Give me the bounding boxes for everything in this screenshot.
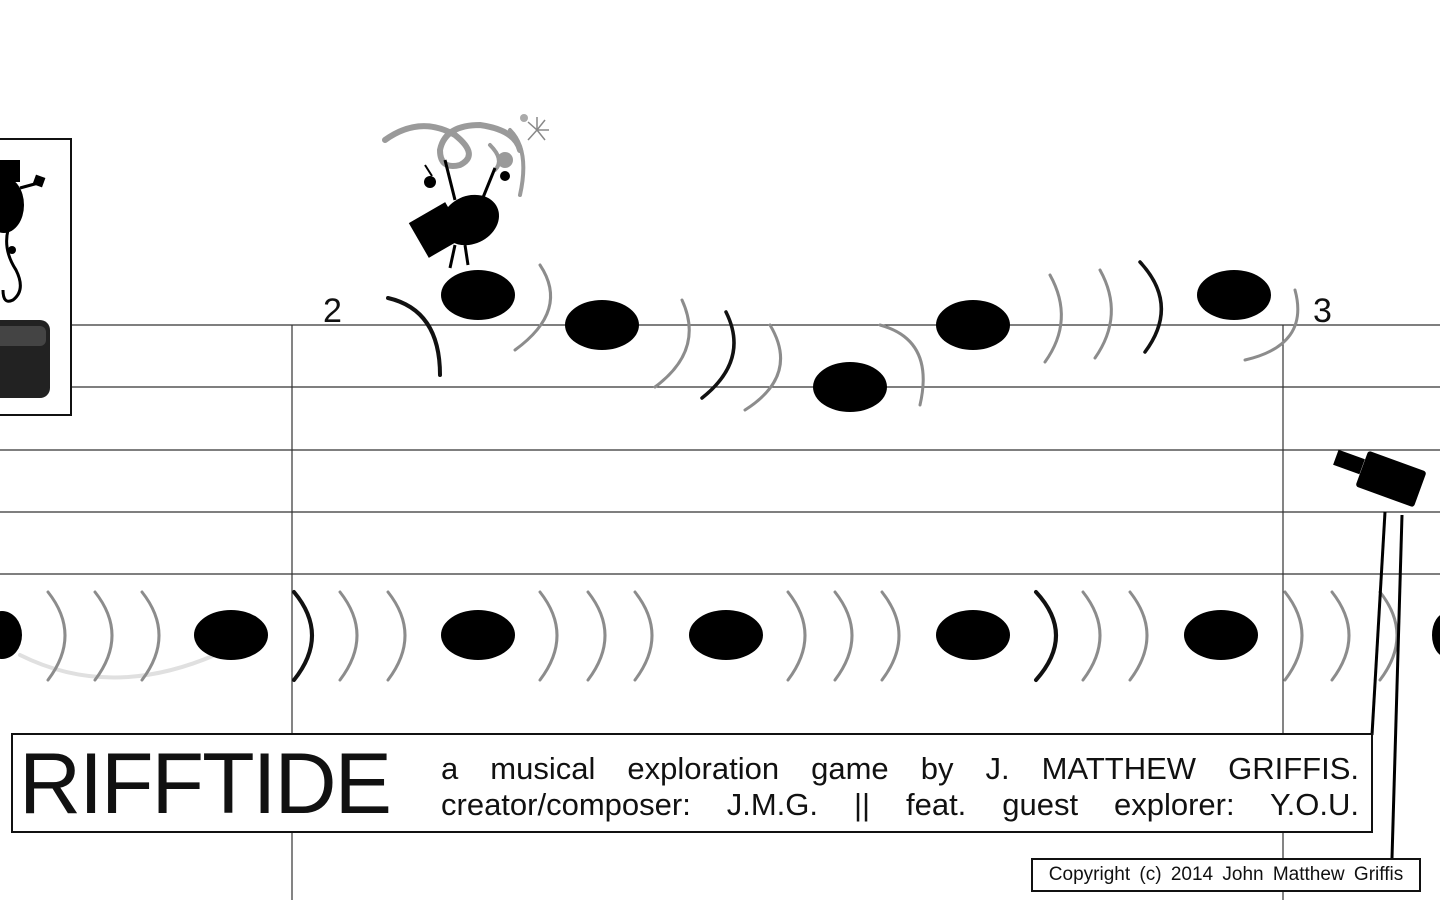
upper-ripples — [386, 260, 1300, 412]
note-head — [441, 610, 515, 660]
note-head — [1432, 615, 1440, 655]
upper-notes — [441, 270, 1271, 412]
treble-clef-icon — [382, 121, 526, 197]
game-credits: creator/composer: J.M.G. || feat. guest … — [441, 787, 1359, 822]
note-head — [813, 362, 887, 412]
character-card[interactable] — [0, 138, 72, 416]
measure-number-3: 3 — [1313, 292, 1332, 330]
title-banner: RIFFTIDE a musical exploration game by J… — [11, 733, 1373, 833]
note-head — [1197, 270, 1271, 320]
staff-lines — [0, 324, 1440, 575]
measure-number-2: 2 — [323, 292, 342, 330]
lower-notes — [0, 610, 1440, 660]
note-head — [1184, 610, 1258, 660]
copyright-notice: Copyright (c) 2014 John Matthew Griffis — [1031, 858, 1421, 892]
bug-musician-icon — [408, 159, 510, 269]
note-head — [936, 610, 1010, 660]
game-tagline: a musical exploration game by J. MATTHEW… — [441, 751, 1359, 786]
spotlight-lamp-icon — [1333, 449, 1426, 859]
note-head — [565, 300, 639, 350]
game-title: RIFFTIDE — [19, 736, 392, 832]
note-head — [689, 610, 763, 660]
character-card-icon — [0, 160, 50, 398]
lower-ripples — [18, 590, 1399, 682]
note-head — [0, 611, 22, 659]
note-head — [936, 300, 1010, 350]
note-head — [441, 270, 515, 320]
note-head — [194, 610, 268, 660]
spotlight-icon — [520, 114, 549, 141]
